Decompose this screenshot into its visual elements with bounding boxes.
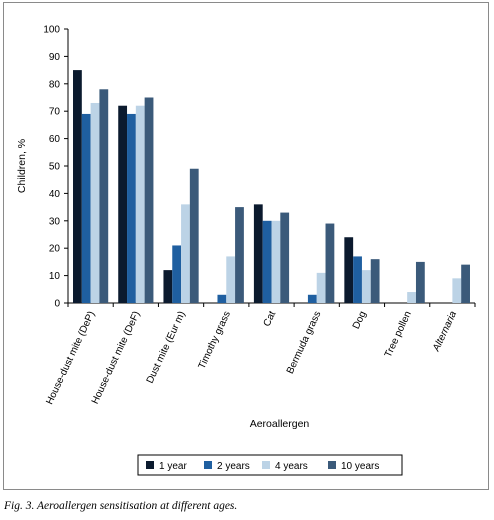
bar-1-year: [253, 204, 263, 303]
bar-2-years: [262, 220, 272, 303]
category-label: Dust mite (Eur m): [145, 310, 188, 386]
y-tick-label: 80: [49, 79, 61, 90]
y-tick-label: 50: [49, 162, 61, 173]
legend-swatch: [262, 461, 270, 469]
figure-frame: [3, 2, 489, 490]
bar-2-years: [81, 113, 91, 303]
legend-swatch: [328, 461, 336, 469]
bar-4-years: [181, 204, 190, 303]
legend-label: 10 years: [341, 461, 379, 472]
y-tick-label: 60: [49, 134, 61, 145]
bar-4-years: [361, 270, 371, 303]
bar-10-years: [325, 223, 335, 303]
legend-swatch: [146, 461, 154, 469]
bar-10-years: [144, 97, 154, 303]
y-tick-label: 0: [54, 299, 60, 310]
bar-4-years: [407, 292, 416, 303]
bar-1-year: [163, 270, 173, 303]
y-tick-label: 70: [49, 107, 61, 118]
bar-4-years: [90, 102, 100, 303]
bar-1-year: [73, 70, 82, 303]
y-tick-label: 40: [49, 189, 61, 200]
category-label: Cat: [262, 309, 279, 328]
y-tick-label: 30: [49, 216, 61, 227]
figure-caption: Fig. 3. Aeroallergen sensitisation at di…: [4, 500, 238, 512]
y-tick-label: 90: [49, 52, 61, 63]
bar-10-years: [235, 207, 244, 303]
bar-10-years: [415, 261, 425, 303]
legend-label: 4 years: [275, 461, 308, 472]
bar-10-years: [280, 212, 290, 303]
legend-swatch: [204, 461, 212, 469]
bar-2-years: [172, 245, 182, 303]
bar-4-years: [452, 278, 462, 303]
category-label: House-dust mite (DeP): [44, 310, 97, 407]
bar-2-years: [127, 113, 136, 303]
bar-chart: 0 10 20 30 40 50 60 70 80 90 100 Children, % House-d…: [16, 25, 476, 476]
bar-1-year: [344, 237, 354, 303]
y-tick-label: 10: [49, 271, 61, 282]
bar-2-years: [353, 256, 362, 303]
category-label: Timothy grass: [197, 310, 233, 371]
bar-4-years: [271, 220, 281, 303]
bar-10-years: [370, 259, 380, 303]
bar-4-years: [135, 105, 145, 303]
bar-4-years: [226, 256, 236, 303]
category-label: Alternaria: [431, 309, 460, 354]
bar-2-years: [217, 294, 227, 303]
category-label: Dog: [351, 310, 369, 331]
bar-10-years: [189, 168, 199, 303]
bar-4-years: [316, 272, 326, 303]
category-label: Tree pollen: [383, 310, 414, 360]
category-label: House-dust mite (DeF): [90, 310, 143, 406]
bar-2-years: [307, 294, 317, 303]
bar-1-year: [118, 105, 128, 303]
x-axis-title: Aeroallergen: [250, 418, 310, 430]
legend-label: 2 years: [217, 461, 250, 472]
y-tick-label: 100: [43, 25, 60, 36]
y-axis-title: Children, %: [16, 139, 28, 193]
legend-label: 1 year: [159, 461, 187, 472]
category-label: Bermuda grass: [285, 310, 324, 376]
y-tick-label: 20: [49, 244, 61, 255]
bar-10-years: [99, 89, 109, 303]
bar-10-years: [461, 264, 470, 303]
